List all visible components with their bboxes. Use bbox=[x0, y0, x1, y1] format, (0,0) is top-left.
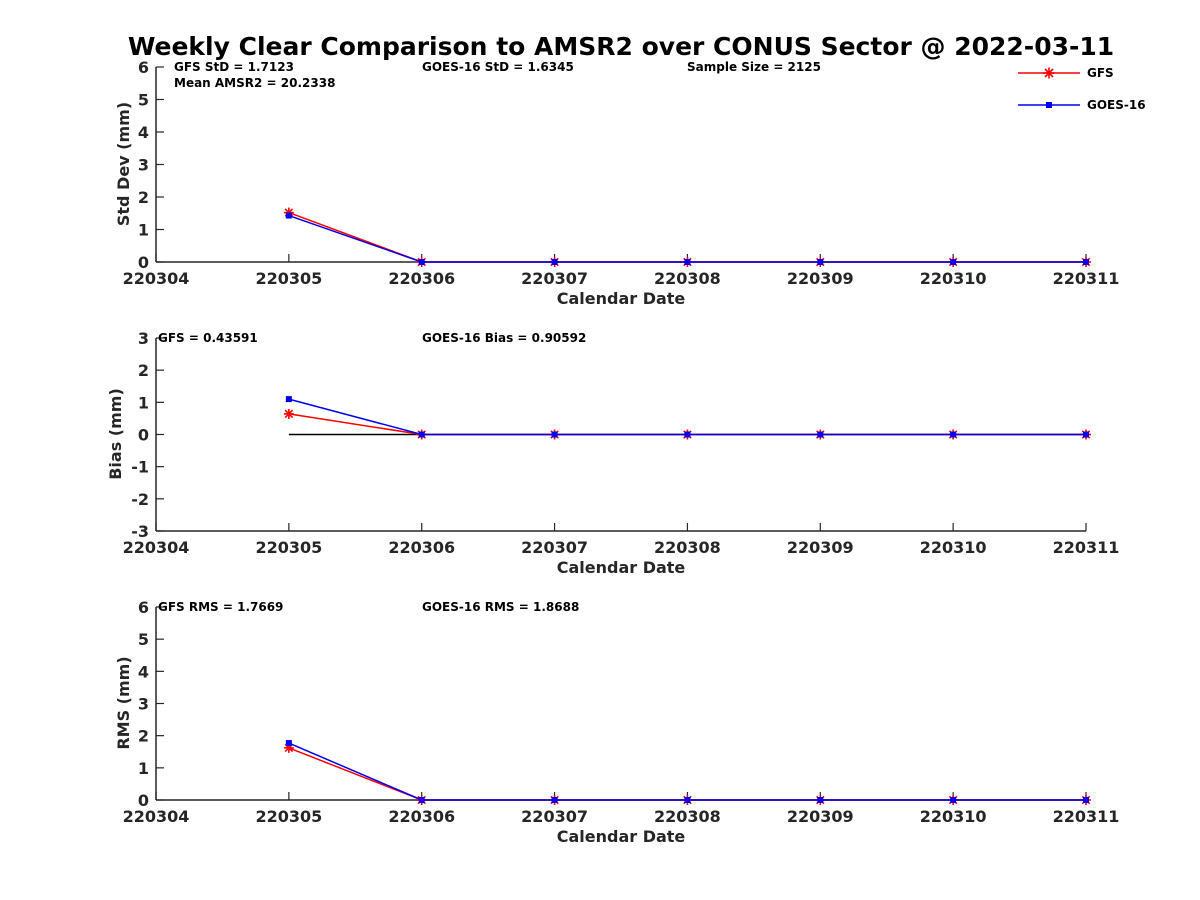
x-tick-label: 220310 bbox=[920, 269, 987, 288]
y-tick-label: 6 bbox=[138, 598, 149, 617]
y-tick-label: 4 bbox=[138, 662, 149, 681]
x-tick-label: 220305 bbox=[255, 269, 322, 288]
y-axis-label: Std Dev (mm) bbox=[114, 102, 133, 226]
rms-panel: 220304 220305 220306 220307 220308 220309 2203… bbox=[114, 598, 1119, 846]
point-goes16 bbox=[418, 259, 425, 265]
y-tick-label: 5 bbox=[138, 91, 149, 110]
y-tick-label: 2 bbox=[138, 361, 149, 380]
y-tick-label: 5 bbox=[138, 630, 149, 649]
point-goes16 bbox=[817, 797, 824, 803]
point-goes16 bbox=[285, 396, 292, 403]
point-goes16 bbox=[684, 259, 691, 265]
x-tick-label: 220309 bbox=[787, 538, 854, 557]
y-tick-label: 0 bbox=[138, 253, 149, 272]
point-goes16 bbox=[950, 431, 957, 438]
stat-annotation: GFS RMS = 1.7669 bbox=[158, 600, 283, 614]
point-goes16 bbox=[551, 259, 558, 265]
y-tick-label: 1 bbox=[138, 759, 149, 778]
x-tick-label: 220305 bbox=[255, 538, 322, 557]
x-tick-label: 220311 bbox=[1053, 269, 1120, 288]
stat-annotation: GFS = 0.43591 bbox=[158, 331, 258, 345]
legend-label-goes16: GOES-16 bbox=[1087, 98, 1146, 112]
bias-panel: 220304 220305 220306 220307 220308 220309 2203… bbox=[106, 329, 1119, 577]
point-goes16 bbox=[684, 431, 691, 438]
point-goes16 bbox=[1083, 797, 1089, 803]
point-goes16 bbox=[950, 797, 957, 803]
x-tick-label: 220306 bbox=[388, 538, 455, 557]
x-tick-label: 220311 bbox=[1053, 807, 1120, 826]
x-tick-label: 220304 bbox=[123, 807, 190, 826]
x-tick-label: 220311 bbox=[1053, 538, 1120, 557]
legend-label-gfs: GFS bbox=[1087, 66, 1114, 80]
y-tick-label: 6 bbox=[138, 58, 149, 77]
chart-title: Weekly Clear Comparison to AMSR2 over CO… bbox=[128, 32, 1114, 61]
x-tick-label: 220308 bbox=[654, 269, 721, 288]
point-goes16 bbox=[551, 797, 558, 803]
x-tick-label: 220308 bbox=[654, 807, 721, 826]
point-goes16 bbox=[684, 797, 691, 803]
point-goes16 bbox=[1083, 431, 1089, 438]
stat-annotation: Mean AMSR2 = 20.2338 bbox=[174, 76, 335, 90]
y-axis-label: RMS (mm) bbox=[114, 656, 133, 749]
x-axis-label: Calendar Date bbox=[557, 289, 686, 308]
point-goes16 bbox=[950, 259, 957, 265]
point-gfs bbox=[283, 408, 294, 419]
point-goes16 bbox=[285, 212, 292, 219]
y-tick-label: 3 bbox=[138, 156, 149, 175]
x-tick-label: 220309 bbox=[787, 269, 854, 288]
stat-annotation: GFS StD = 1.7123 bbox=[174, 60, 294, 74]
point-goes16 bbox=[418, 797, 425, 803]
x-tick-label: 220309 bbox=[787, 807, 854, 826]
x-tick-label: 220307 bbox=[521, 269, 588, 288]
y-tick-label: -1 bbox=[131, 458, 149, 477]
point-goes16 bbox=[285, 740, 292, 747]
y-axis-label: Bias (mm) bbox=[106, 388, 125, 480]
series-line-goes16 bbox=[288, 742, 1086, 801]
y-tick-label: 4 bbox=[138, 123, 149, 142]
stat-annotation: Sample Size = 2125 bbox=[687, 60, 821, 74]
x-tick-label: 220305 bbox=[255, 807, 322, 826]
legend-marker-gfs bbox=[1043, 67, 1055, 79]
legend-marker-goes16 bbox=[1046, 102, 1052, 108]
x-tick-label: 220304 bbox=[123, 269, 190, 288]
x-tick-label: 220310 bbox=[920, 807, 987, 826]
x-tick-label: 220306 bbox=[388, 807, 455, 826]
series-line-goes16 bbox=[288, 398, 1086, 436]
point-goes16 bbox=[551, 431, 558, 438]
x-tick-label: 220310 bbox=[920, 538, 987, 557]
std-dev-panel: 220304 220305 220306 220307 220308 220309 2203… bbox=[114, 58, 1119, 308]
y-tick-label: -3 bbox=[131, 522, 149, 541]
point-goes16 bbox=[817, 431, 824, 438]
y-tick-label: 1 bbox=[138, 393, 149, 412]
y-tick-label: 0 bbox=[138, 791, 149, 810]
y-tick-label: 1 bbox=[138, 221, 149, 240]
y-tick-label: 0 bbox=[138, 426, 149, 445]
y-tick-label: -2 bbox=[131, 490, 149, 509]
y-tick-label: 2 bbox=[138, 188, 149, 207]
y-tick-label: 3 bbox=[138, 329, 149, 348]
x-tick-label: 220307 bbox=[521, 538, 588, 557]
y-tick-label: 3 bbox=[138, 695, 149, 714]
x-tick-label: 220306 bbox=[388, 269, 455, 288]
x-axis-label: Calendar Date bbox=[557, 827, 686, 846]
y-tick-label: 2 bbox=[138, 727, 149, 746]
legend: GFS GOES-16 bbox=[1018, 66, 1146, 112]
stat-annotation: GOES-16 RMS = 1.8688 bbox=[422, 600, 579, 614]
point-goes16 bbox=[418, 431, 425, 438]
point-goes16 bbox=[1083, 259, 1089, 265]
point-goes16 bbox=[817, 259, 824, 265]
x-tick-label: 220308 bbox=[654, 538, 721, 557]
x-axis-label: Calendar Date bbox=[557, 558, 686, 577]
x-tick-label: 220304 bbox=[123, 538, 190, 557]
x-tick-label: 220307 bbox=[521, 807, 588, 826]
stat-annotation: GOES-16 StD = 1.6345 bbox=[422, 60, 574, 74]
stat-annotation: GOES-16 Bias = 0.90592 bbox=[422, 331, 586, 345]
